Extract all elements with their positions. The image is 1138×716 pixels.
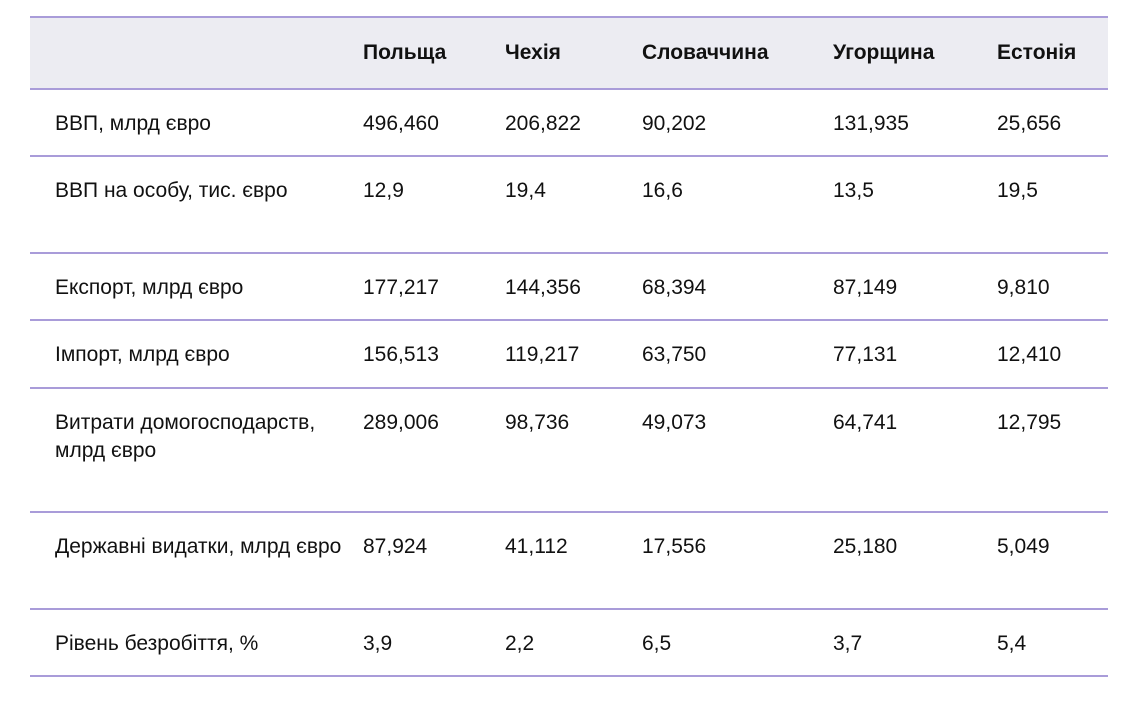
table-row: Державні видатки, млрд євро 87,924 41,112 1…	[30, 511, 1108, 610]
table-cell: 289,006	[363, 387, 505, 513]
table-row: ВВП, млрд євро 496,460 206,822 90,202 131,93…	[30, 88, 1108, 157]
table-cell: 17,556	[642, 511, 833, 610]
table-row: ВВП на особу, тис. євро 12,9 19,4 16,6 13,5 1…	[30, 155, 1108, 254]
table-cell: 16,6	[642, 155, 833, 254]
row-label: Рівень безробіття, %	[30, 608, 363, 677]
table-cell: 6,5	[642, 608, 833, 677]
table-cell: 206,822	[505, 88, 642, 157]
row-label: ВВП, млрд євро	[30, 88, 363, 157]
table-cell: 9,810	[997, 252, 1108, 321]
table-cell: 68,394	[642, 252, 833, 321]
header-cell-hungary: Угорщина	[833, 16, 997, 90]
header-cell-empty	[30, 16, 363, 90]
table-cell: 90,202	[642, 88, 833, 157]
row-label: Державні видатки, млрд євро	[30, 511, 363, 610]
header-cell-estonia: Естонія	[997, 16, 1108, 90]
table-row: Експорт, млрд євро 177,217 144,356 68,394 87…	[30, 252, 1108, 321]
table-cell: 12,795	[997, 387, 1108, 513]
table-cell: 177,217	[363, 252, 505, 321]
table-cell: 3,9	[363, 608, 505, 677]
table-cell: 119,217	[505, 319, 642, 389]
table-cell: 63,750	[642, 319, 833, 389]
table-cell: 19,5	[997, 155, 1108, 254]
table-cell: 496,460	[363, 88, 505, 157]
table-row: Рівень безробіття, % 3,9 2,2 6,5 3,7 5,4	[30, 608, 1108, 677]
table-cell: 144,356	[505, 252, 642, 321]
table-cell: 41,112	[505, 511, 642, 610]
table-row: Витрати домогосподарств, млрд євро 289,00…	[30, 387, 1108, 513]
table-cell: 12,410	[997, 319, 1108, 389]
table-cell: 19,4	[505, 155, 642, 254]
economic-indicators-table: Польща Чехія Словаччина Угорщина Естонія…	[30, 16, 1108, 677]
table-cell: 77,131	[833, 319, 997, 389]
table-cell: 49,073	[642, 387, 833, 513]
header-cell-slovakia: Словаччина	[642, 16, 833, 90]
header-cell-poland: Польща	[363, 16, 505, 90]
table-cell: 25,180	[833, 511, 997, 610]
table-cell: 12,9	[363, 155, 505, 254]
table-cell: 13,5	[833, 155, 997, 254]
table-cell: 64,741	[833, 387, 997, 513]
table-row: Імпорт, млрд євро 156,513 119,217 63,750 77,…	[30, 319, 1108, 389]
row-label: Імпорт, млрд євро	[30, 319, 363, 389]
table-cell: 25,656	[997, 88, 1108, 157]
header-row: Польща Чехія Словаччина Угорщина Естонія	[30, 16, 1108, 90]
table-cell: 131,935	[833, 88, 997, 157]
header-cell-czechia: Чехія	[505, 16, 642, 90]
row-label: ВВП на особу, тис. євро	[30, 155, 363, 254]
table-cell: 98,736	[505, 387, 642, 513]
table-cell: 5,049	[997, 511, 1108, 610]
table-cell: 156,513	[363, 319, 505, 389]
row-label: Експорт, млрд євро	[30, 252, 363, 321]
table-cell: 2,2	[505, 608, 642, 677]
table-cell: 87,149	[833, 252, 997, 321]
table-cell: 3,7	[833, 608, 997, 677]
row-label: Витрати домогосподарств, млрд євро	[30, 387, 363, 513]
table-cell: 87,924	[363, 511, 505, 610]
table-cell: 5,4	[997, 608, 1108, 677]
